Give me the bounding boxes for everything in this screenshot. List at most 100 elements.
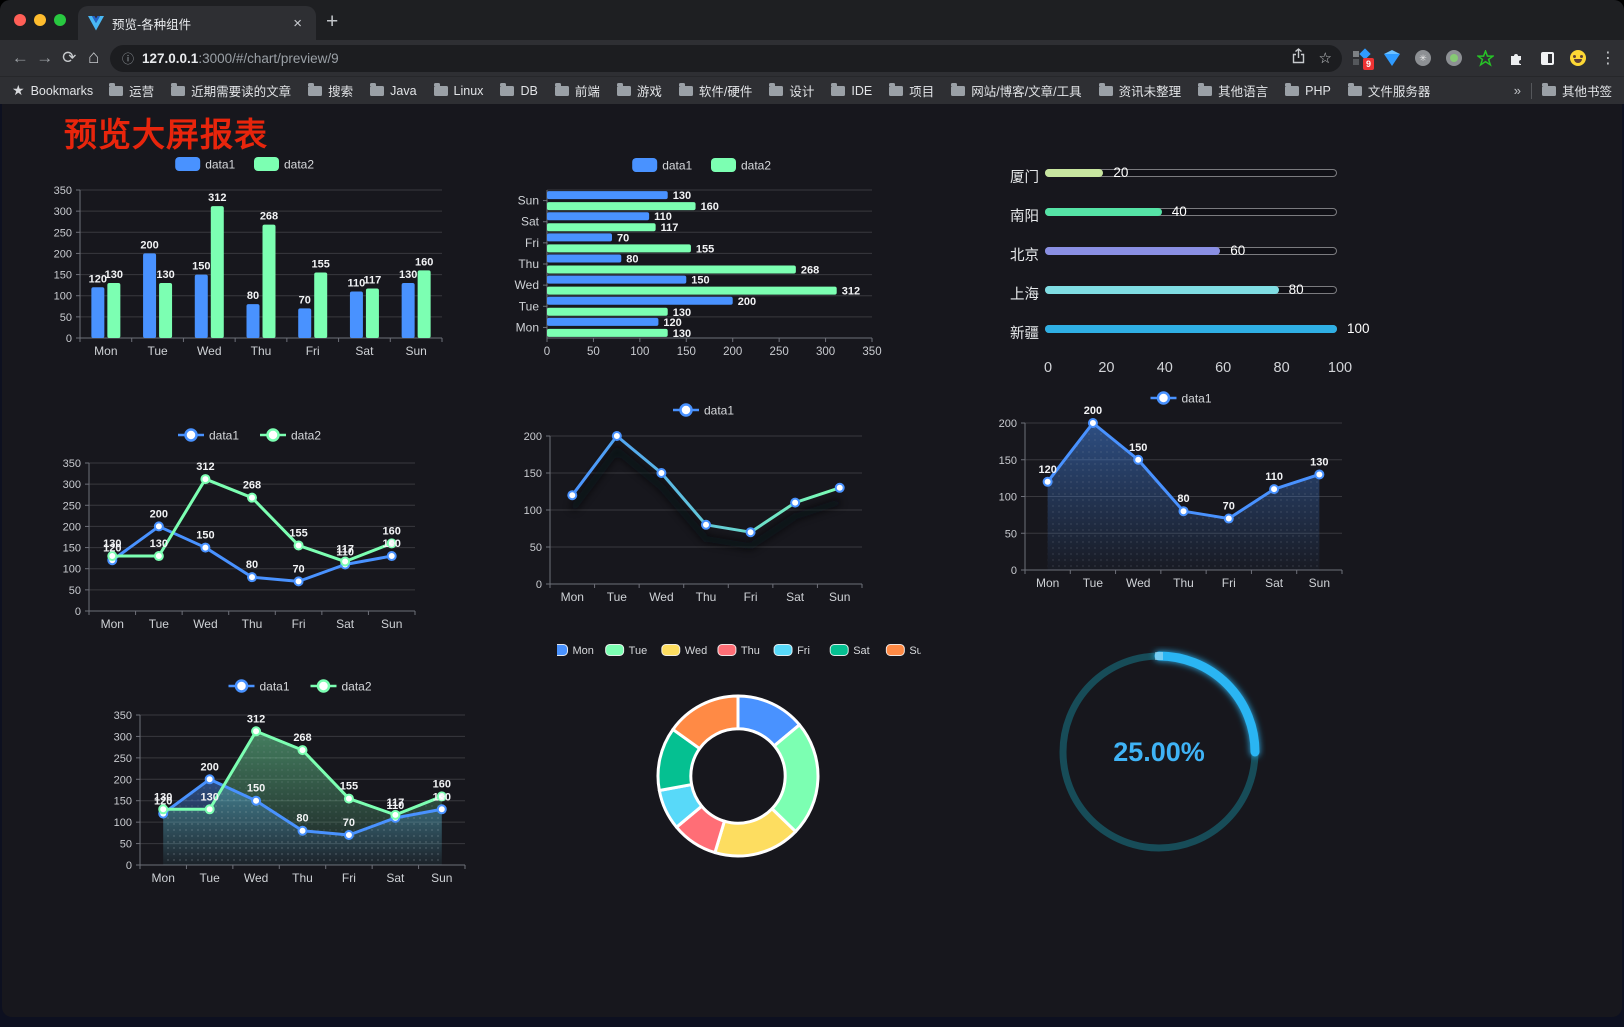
dark-mode-extension-icon[interactable] (1538, 49, 1556, 67)
progress-fill (1045, 208, 1162, 216)
progress-fill (1045, 247, 1221, 255)
menu-dots-icon[interactable]: ⋮ (1600, 50, 1616, 67)
pixel-extension-icon[interactable]: 9 (1352, 48, 1374, 70)
page-content: 预览大屏报表 data1 data2 0 50 100 150 200 250 300 350 Mo… (0, 104, 1624, 1027)
forward-icon[interactable]: → (36, 48, 54, 67)
svg-text:Sun: Sun (829, 590, 850, 604)
share-icon[interactable] (1292, 48, 1305, 68)
svg-text:70: 70 (1223, 501, 1235, 513)
folder-icon (889, 83, 904, 96)
svg-text:50: 50 (1005, 528, 1017, 540)
bookmark-folder[interactable]: 设计 (769, 81, 814, 100)
bookmark-folder[interactable]: 软件/硬件 (678, 81, 752, 100)
url-text[interactable]: 127.0.0.1:3000/#/chart/preview/9 (142, 51, 339, 66)
bookmark-star-icon[interactable]: ☆ (1318, 50, 1332, 67)
grouped-bar-chart[interactable]: data1 data2 0 50 100 150 200 250 300 350 Mon Tue Wed… (42, 148, 457, 363)
tab-close-icon[interactable]: × (293, 14, 302, 32)
bookmark-folder-label: 运营 (129, 85, 155, 99)
progress-row-label: 北京 (1010, 248, 1039, 264)
minimize-window-button[interactable] (34, 14, 46, 26)
bookmarks-label: Bookmarks (30, 83, 94, 98)
progress-axis-tick: 20 (1098, 360, 1115, 376)
svg-text:312: 312 (842, 286, 860, 298)
site-info-icon[interactable]: ⓘ (122, 51, 135, 66)
gradient-line-chart[interactable]: data1 0 50 100 150 200 Mon Tue Wed Thu Fri Sat Sun (502, 396, 877, 608)
vue-devtools-gem-icon[interactable] (1383, 49, 1401, 67)
svg-text:300: 300 (114, 731, 132, 743)
svg-text:Sun: Sun (1309, 576, 1330, 590)
svg-text:data2: data2 (342, 680, 372, 694)
url-bar[interactable]: ⓘ 127.0.0.1:3000/#/chart/preview/9 ☆ (110, 44, 1342, 72)
zoom-window-button[interactable] (54, 14, 66, 26)
svg-text:200: 200 (1084, 405, 1102, 417)
folder-icon (678, 83, 693, 96)
svg-text:312: 312 (196, 461, 214, 473)
emoji-extension-icon[interactable] (1569, 49, 1587, 67)
bookmark-folder-label: PHP (1305, 83, 1331, 98)
progress-fill (1045, 169, 1104, 177)
bookmark-folder-label: 游戏 (636, 85, 662, 99)
svg-text:130: 130 (1310, 456, 1328, 468)
browser-tab[interactable]: 预览-各种组件 × (78, 6, 316, 40)
other-bookmarks-folder[interactable]: 其他书签 (1541, 81, 1612, 100)
bookmark-folder[interactable]: 近期需要读的文章 (171, 81, 291, 100)
svg-text:50: 50 (587, 346, 600, 358)
bookmark-folder[interactable]: 网站/博客/文章/工具 (951, 81, 1082, 100)
two-line-chart[interactable]: data1 data2 0 50 100 150 200 250 300 350 Mon Tue Wed… (47, 421, 427, 633)
svg-text:Fri: Fri (292, 617, 306, 631)
svg-text:155: 155 (312, 258, 330, 270)
svg-text:0: 0 (66, 333, 72, 345)
asterisk-circle-extension-icon[interactable]: ✳ (1414, 49, 1432, 67)
bookmark-folder[interactable]: 项目 (889, 81, 934, 100)
svg-text:150: 150 (196, 530, 214, 542)
bookmark-folder[interactable]: 其他语言 (1198, 81, 1268, 100)
chart-canvas: data1 0 50 100 150 200 Mon Tue Wed Thu Fri Sat Sun 12… (999, 391, 1343, 590)
recorder-circle-extension-icon[interactable] (1445, 49, 1463, 67)
svg-text:Wed: Wed (244, 871, 268, 885)
bookmark-folder[interactable]: 搜索 (308, 81, 353, 100)
svg-text:100: 100 (999, 492, 1017, 504)
bookmark-folder[interactable]: 游戏 (616, 81, 662, 100)
bookmark-folder[interactable]: 运营 (109, 81, 154, 100)
bookmark-folder[interactable]: 前端 (554, 81, 600, 100)
svg-text:250: 250 (114, 753, 132, 765)
area-line-chart[interactable]: data1 0 50 100 150 200 Mon Tue Wed Thu Fri Sat Sun 12… (985, 384, 1353, 596)
bookmarks-overflow-chevron[interactable]: » (1513, 83, 1521, 98)
capsule-progress-chart[interactable]: 厦门 20 南阳 40 北京 60 上海 80 新疆 100 0 20 40 60 80 100 (990, 152, 1392, 387)
svg-text:data1: data1 (209, 429, 239, 443)
svg-text:117: 117 (364, 275, 382, 287)
svg-text:268: 268 (243, 480, 261, 492)
bookmark-folder[interactable]: DB (500, 83, 538, 98)
window-controls[interactable] (14, 14, 66, 26)
bookmark-folder[interactable]: Java (370, 83, 417, 98)
bookmark-folder[interactable]: IDE (831, 83, 872, 98)
bookmark-folder-label: 其他语言 (1218, 85, 1269, 99)
reload-icon[interactable]: ⟳ (62, 48, 77, 67)
horizontal-bar-chart[interactable]: data1 data2 0 50 100 150 200 250 300 350 Sun 130 160… (502, 150, 907, 365)
two-area-chart[interactable]: data1 data2 0 50 100 150 200 250 300 350 Mon Tue Wed… (100, 672, 480, 890)
xdebug-star-icon[interactable] (1476, 49, 1494, 67)
bookmark-folder[interactable]: PHP (1285, 83, 1331, 98)
svg-text:130: 130 (399, 269, 417, 281)
svg-text:Sun: Sun (518, 194, 539, 208)
home-icon[interactable]: ⌂ (88, 47, 100, 68)
svg-text:250: 250 (54, 227, 72, 239)
gauge-chart[interactable]: 25.00% (1054, 646, 1266, 858)
back-icon[interactable]: ← (11, 48, 29, 67)
bookmark-folder[interactable]: 资讯未整理 (1098, 81, 1181, 100)
svg-text:Thu: Thu (1173, 576, 1194, 590)
svg-text:110: 110 (654, 211, 672, 223)
close-window-button[interactable] (14, 14, 26, 26)
new-tab-button[interactable]: + (326, 10, 339, 33)
extensions-puzzle-icon[interactable] (1507, 49, 1525, 67)
progress-row-label: 新疆 (1010, 326, 1039, 342)
bookmark-folder[interactable]: Linux (433, 83, 483, 98)
svg-text:Mon: Mon (561, 590, 584, 604)
svg-text:130: 130 (433, 791, 451, 803)
bookmark-folder[interactable]: 文件服务器 (1347, 81, 1430, 100)
svg-text:50: 50 (69, 585, 81, 597)
svg-text:268: 268 (260, 211, 278, 223)
donut-chart[interactable]: Mon Tue Wed Thu Fri Sat Sun (549, 636, 929, 890)
progress-fill (1045, 325, 1337, 333)
svg-text:data1: data1 (662, 158, 692, 172)
